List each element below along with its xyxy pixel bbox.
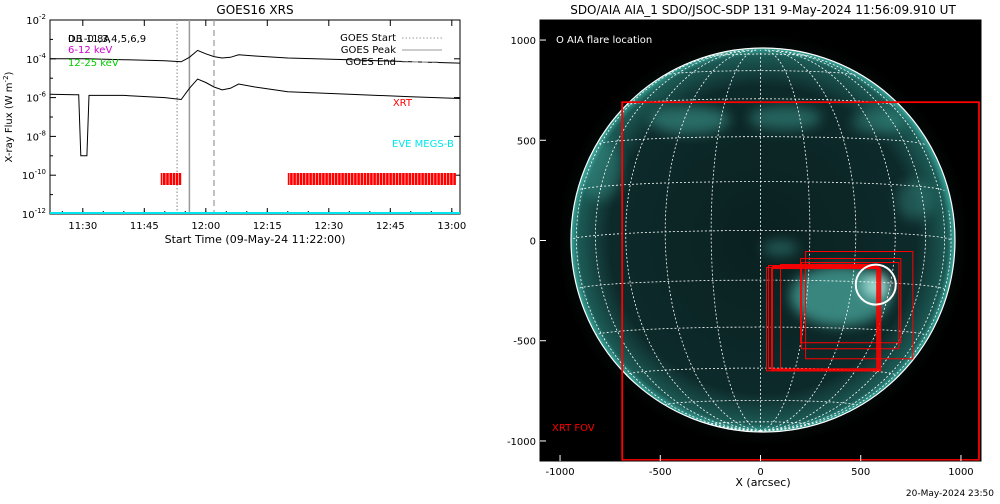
grid-longitude-line [664,49,761,432]
legend-overstrike: DB 11,3,4,5,6,9 [68,34,146,45]
aia-y-tick-label: -1000 [507,437,536,448]
series-line-1 [50,78,460,157]
grid-latitude-line [595,326,926,336]
goes-y-axis-label: X-ray Flux (W m-2) [2,71,15,162]
grid-latitude-line [595,136,926,146]
aia-y-tick-label: 500 [517,136,536,147]
series-line-0 [50,49,460,64]
xrt-label: XRT [393,98,413,109]
solar-limb [570,47,956,433]
goes-y-tick-label: 10-4 [26,52,46,66]
goes-x-tick-label: 12:45 [376,221,405,232]
aia-title: SDO/AIA AIA_1 SDO/JSOC-SDP 131 9-May-202… [570,3,956,17]
aia-y-axis: 1000 500 0 -500 -1000 [507,36,546,448]
goes-legend-left: 0.1-0.8A DB 11,3,4,5,6,9 6-12 keV 12-25 … [68,34,146,69]
legend-goes-end: GOES End [346,57,396,68]
legend-item-2: 12-25 keV [68,58,119,69]
xrt-fov-box [772,266,879,371]
goes-x-tick-label: 11:30 [68,221,97,232]
aia-flare-legend: O AIA flare location [556,35,652,46]
goes-x-axis-label: Start Time (09-May-24 11:22:00) [165,233,346,246]
aia-flare-location-circle [854,263,897,306]
xrt-fov-box [621,101,980,461]
aia-x-axis-label: X (arcsec) [735,476,790,489]
active-region-west [897,180,933,220]
goes-y-tick-label: 10-2 [26,13,46,27]
aia-x-tick-label: 0 [757,467,763,478]
aia-x-tick-label: 1000 [948,467,973,478]
goes-y-tick-label: 10-6 [26,91,46,105]
goes-y-tick-label: 10-12 [22,207,46,221]
grid-latitude-line [665,70,856,76]
xrt-fov-box [766,267,880,372]
goes-title: GOES16 XRS [216,3,293,17]
grid-latitude-line [625,367,896,376]
goes-x-tick-label: 12:15 [253,221,282,232]
grid-longitude-line [760,49,857,432]
grid-longitude-line [760,50,927,432]
legend-item-1: 6-12 keV [68,45,112,56]
active-region-center [762,240,798,256]
solar-disk [571,48,955,432]
grid-longitude-line [760,50,896,432]
xrt-fov-box [768,265,878,370]
footer-timestamp: 20-May-2024 23:50 [906,489,994,499]
legend-goes-start: GOES Start [340,33,396,44]
xrt-coverage-bar [160,173,182,185]
active-region-ne [650,106,730,134]
xrt-fov-box [805,251,914,360]
xrt-fov-boxes [621,101,980,461]
aia-x-axis: -1000 -500 0 500 1000 [546,455,974,478]
grid-longitude-line [594,50,761,432]
aia-x-tick-label: 500 [851,467,870,478]
active-region-nw [852,110,904,134]
grid-longitude-line [760,210,952,432]
goes-time-markers [176,20,215,214]
aia-y-tick-label: 0 [530,237,536,248]
xrt-fov-label: XRT FOV [552,423,595,434]
aia-y-tick-label: 1000 [511,36,536,47]
aia-panel: SDO/AIA AIA_1 SDO/JSOC-SDP 131 9-May-202… [507,3,994,499]
active-region-n [749,106,821,130]
xrt-fov-box [800,258,902,344]
goes-x-tick-label: 11:45 [130,221,159,232]
aia-x-tick-label: -500 [649,467,672,478]
goes-legend-right: GOES Start GOES Peak GOES End [340,33,442,68]
goes-panel: GOES16 XRS 10-2 10-4 10-6 10-8 10-10 10-12 11… [2,3,466,246]
xrt-fov-box [801,262,900,350]
legend-goes-peak: GOES Peak [341,45,396,56]
goes-y-tick-label: 10-8 [26,129,46,143]
goes-x-tick-label: 13:00 [437,221,466,232]
grid-latitude-line [571,230,952,241]
goes-x-tick-label: 12:30 [314,221,343,232]
grid-longitude-line [625,50,761,432]
flare-kernel [862,274,890,298]
legend-item-0: 0.1-0.8A [68,34,110,45]
goes-series-group [50,49,460,214]
goes-x-tick-label: 12:00 [191,221,220,232]
xrt-coverage-bar [287,173,456,185]
goes-y-tick-label: 10-10 [22,168,46,182]
xrt-coverage-bars [160,173,456,185]
aia-y-tick-label: -500 [513,337,536,348]
aia-x-tick-label: -1000 [546,467,575,478]
goes-x-axis: 11:30 11:45 12:00 12:15 12:30 12:45 13:00 [61,20,466,232]
eve-label: EVE MEGS-B [392,139,454,150]
